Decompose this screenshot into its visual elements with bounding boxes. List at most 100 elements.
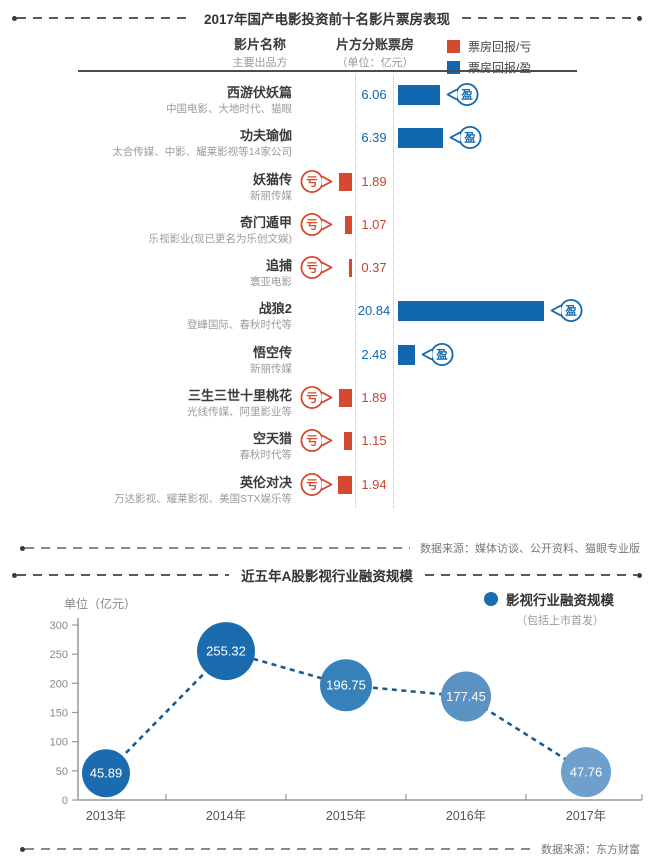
film-producers: 太合传媒、中影、耀莱影视等14家公司 bbox=[112, 146, 292, 159]
data-bubble-value: 255.32 bbox=[206, 644, 246, 659]
y-tick-label: 100 bbox=[50, 737, 68, 749]
profit-bar bbox=[398, 301, 544, 322]
film-producers: 新丽传媒 bbox=[250, 362, 292, 375]
column-header-film: 影片名称 主要出品方 bbox=[195, 37, 325, 70]
film-name: 奇门遁甲 bbox=[239, 214, 292, 230]
film-name: 悟空传 bbox=[252, 344, 292, 360]
dash-line bbox=[17, 574, 230, 576]
film-row: 追捕 寰亚电影 亏 0.37 bbox=[0, 248, 654, 291]
top-chart-title-row: 2017年国产电影投资前十名影片票房表现 bbox=[12, 8, 643, 28]
loss-badge-icon: 亏 bbox=[300, 169, 333, 193]
financing-line-chart-holder: 0 50 100 150 200 250 300 45.89 255.32 196.75 177.4… bbox=[0, 612, 654, 842]
loss-badge: 亏 bbox=[298, 211, 335, 243]
bottom-chart-source-row: 数据来源：东方财富 bbox=[20, 841, 640, 857]
x-axis-year-label: 2014年 bbox=[206, 809, 246, 823]
boxoffice-value: 20.84 bbox=[357, 303, 391, 319]
loss-badge-icon: 亏 bbox=[300, 386, 333, 410]
top-chart-title: 2017年国产电影投资前十名影片票房表现 bbox=[203, 12, 451, 27]
boxoffice-value: 1.07 bbox=[361, 216, 387, 232]
loss-badge-icon: 亏 bbox=[300, 212, 333, 236]
column-header-film-subtitle: 主要出品方 bbox=[232, 57, 288, 69]
film-labels: 妖猫传 新丽传媒 bbox=[0, 171, 292, 203]
profit-bar bbox=[398, 85, 441, 105]
film-name: 空天猎 bbox=[252, 431, 292, 447]
rule-end-dot bbox=[12, 572, 17, 578]
film-labels: 西游伏妖篇 中国电影、大地时代、猫眼 bbox=[0, 84, 292, 116]
loss-badge: 亏 bbox=[298, 427, 335, 459]
svg-text:亏: 亏 bbox=[306, 262, 318, 275]
dash-line bbox=[17, 17, 192, 19]
loss-badge: 亏 bbox=[298, 471, 335, 503]
data-bubble bbox=[197, 622, 255, 681]
dash-line bbox=[25, 848, 531, 850]
x-axis-year-label: 2015年 bbox=[326, 809, 366, 823]
rule-end-dot bbox=[12, 15, 17, 21]
film-row: 悟空传 新丽传媒 2.48 盈 bbox=[0, 335, 654, 378]
data-bubble-value: 47.76 bbox=[570, 765, 603, 780]
svg-text:亏: 亏 bbox=[306, 435, 318, 448]
data-bubble bbox=[561, 747, 611, 798]
boxoffice-value: 0.37 bbox=[361, 260, 387, 276]
film-producers: 新丽传媒 bbox=[250, 189, 292, 202]
data-bubble bbox=[82, 749, 130, 798]
film-row: 英伦对决 万达影视、耀莱影视、美国STX娱乐等 亏 1.94 bbox=[0, 465, 654, 508]
svg-text:盈: 盈 bbox=[436, 348, 449, 361]
rule-end-dot bbox=[637, 572, 642, 578]
boxoffice-value: 1.89 bbox=[361, 390, 387, 406]
film-producers: 春秋时代等 bbox=[239, 449, 293, 462]
x-axis-year-label: 2016年 bbox=[446, 809, 486, 823]
column-header-boxoffice: 片方分账票房 （单位：亿元） bbox=[313, 37, 437, 70]
film-labels: 功夫瑜伽 太合传媒、中影、耀莱影视等14家公司 bbox=[0, 127, 292, 159]
film-row: 妖猫传 新丽传媒 亏 1.89 bbox=[0, 162, 654, 205]
line-chart-legend: 影视行业融资规模 （包括上市首发） bbox=[484, 589, 614, 628]
svg-text:盈: 盈 bbox=[461, 89, 474, 102]
bottom-chart-source: 数据来源：东方财富 bbox=[541, 844, 640, 856]
profit-badge: 盈 bbox=[419, 341, 456, 373]
film-name: 功夫瑜伽 bbox=[239, 128, 292, 144]
film-producers: 乐视影业(现已更名为乐创文娱) bbox=[148, 232, 293, 245]
boxoffice-value: 1.15 bbox=[361, 433, 387, 449]
film-labels: 空天猎 春秋时代等 bbox=[0, 430, 293, 462]
boxoffice-value: 1.94 bbox=[361, 476, 387, 492]
loss-badge-icon: 亏 bbox=[300, 472, 333, 496]
x-axis-year-label: 2013年 bbox=[86, 809, 126, 823]
film-row: 奇门遁甲 乐视影业(现已更名为乐创文娱) 亏 1.07 bbox=[0, 205, 654, 248]
bottom-chart-title-row: 近五年A股影视行业融资规模 bbox=[12, 565, 642, 585]
film-labels: 悟空传 新丽传媒 bbox=[0, 344, 292, 376]
data-bubble-value: 177.45 bbox=[446, 689, 486, 704]
data-bubble bbox=[441, 671, 491, 722]
profit-badge: 盈 bbox=[447, 124, 484, 156]
svg-text:盈: 盈 bbox=[463, 132, 476, 145]
profit-badge: 盈 bbox=[444, 81, 481, 113]
dash-line bbox=[462, 17, 638, 19]
data-bubble-value: 196.75 bbox=[326, 678, 366, 693]
svg-text:亏: 亏 bbox=[306, 392, 318, 405]
top-chart-source: 数据来源：媒体访谈、公开资料、猫眼专业版 bbox=[420, 543, 640, 555]
y-tick-label: 300 bbox=[50, 620, 68, 632]
rule-end-dot bbox=[637, 15, 643, 21]
legend-loss-label: 票房回报/亏 bbox=[468, 40, 532, 54]
loss-bar bbox=[344, 215, 352, 234]
top-chart-legend: 票房回报/亏 票房回报/盈 bbox=[447, 38, 531, 80]
loss-badge: 亏 bbox=[298, 168, 335, 200]
legend-dot-icon bbox=[484, 592, 498, 606]
rule-end-dot bbox=[20, 846, 25, 852]
boxoffice-value: 1.89 bbox=[361, 173, 387, 189]
profit-badge-icon: 盈 bbox=[421, 342, 454, 366]
legend-profit-label: 票房回报/盈 bbox=[468, 61, 532, 75]
y-tick-label: 50 bbox=[56, 766, 68, 778]
film-name: 西游伏妖篇 bbox=[226, 85, 292, 100]
film-labels: 三生三世十里桃花 光线传媒、阿里影业等 bbox=[0, 387, 292, 419]
header-underline bbox=[78, 70, 577, 72]
film-labels: 战狼2 登峰国际、春秋时代等 bbox=[0, 300, 292, 332]
film-labels: 奇门遁甲 乐视影业(现已更名为乐创文娱) bbox=[0, 214, 293, 246]
loss-bar bbox=[338, 172, 352, 191]
film-row: 西游伏妖篇 中国电影、大地时代、猫眼 6.06 盈 bbox=[0, 75, 654, 118]
y-tick-label: 150 bbox=[50, 708, 68, 720]
dash-line bbox=[424, 574, 637, 576]
film-row: 战狼2 登峰国际、春秋时代等 20.84 盈 bbox=[0, 291, 654, 334]
loss-bar bbox=[343, 432, 352, 451]
dotted-axis-right bbox=[393, 75, 394, 508]
legend-item-financing: 影视行业融资规模 bbox=[484, 589, 614, 609]
loss-bar bbox=[338, 475, 352, 494]
